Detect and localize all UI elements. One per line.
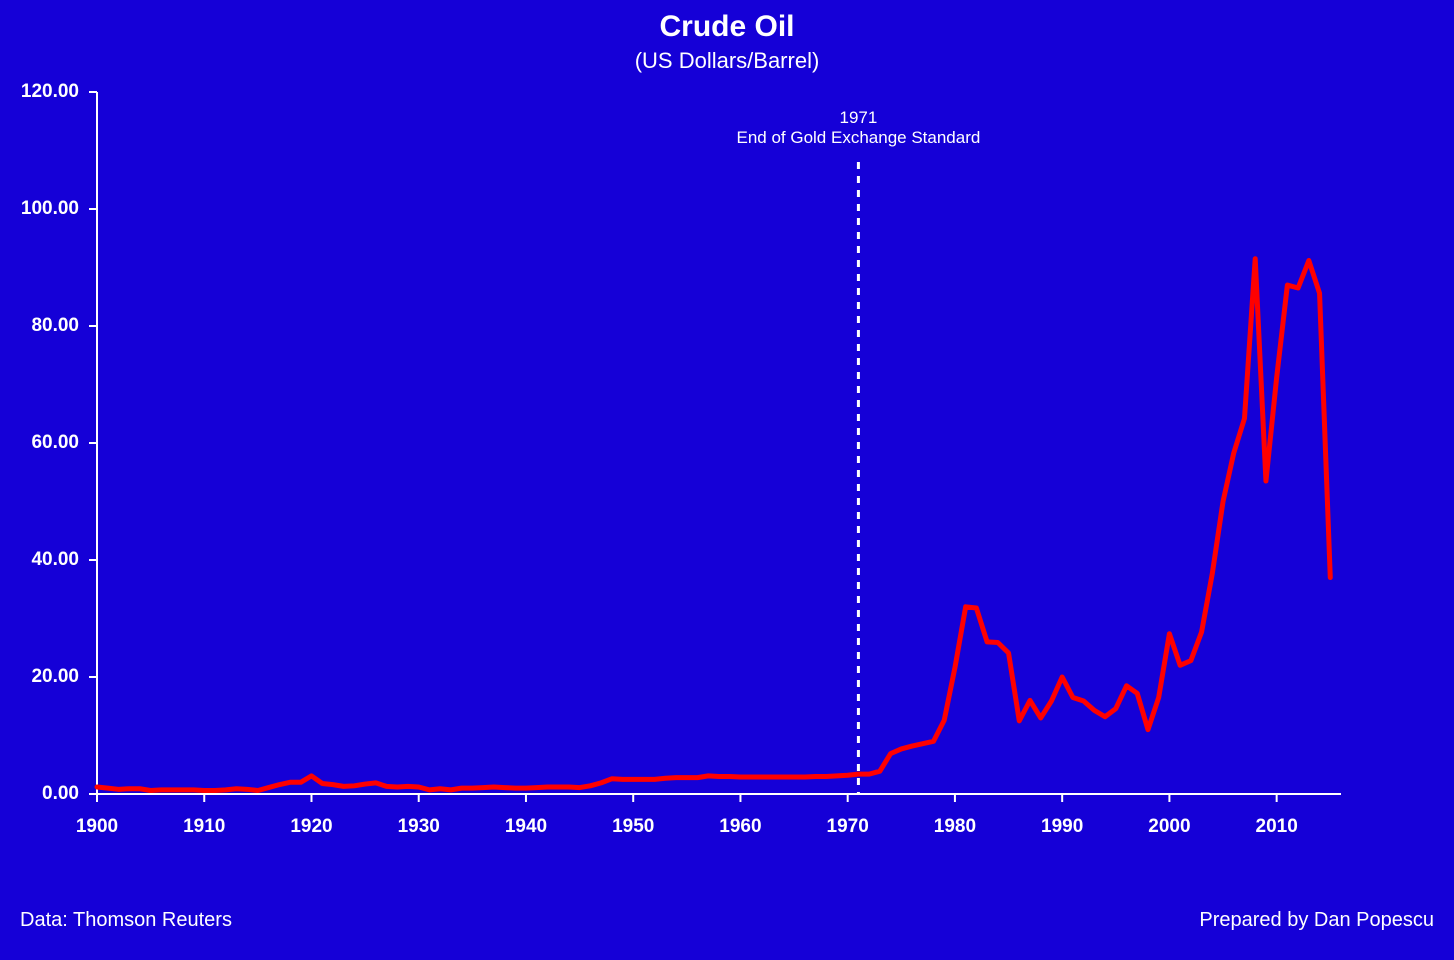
y-tick-label: 0.00 (9, 783, 79, 805)
y-tick-label: 60.00 (9, 432, 79, 454)
chart-title: Crude Oil (0, 10, 1454, 44)
y-tick-label: 80.00 (9, 315, 79, 337)
data-source-label: Data: Thomson Reuters (20, 909, 232, 932)
y-tick-label: 120.00 (9, 81, 79, 103)
x-tick-label: 1980 (934, 816, 976, 838)
y-tick-label: 100.00 (9, 198, 79, 220)
x-tick-label: 2000 (1148, 816, 1190, 838)
x-tick-label: 1950 (612, 816, 654, 838)
crude-oil-chart: Crude Oil (US Dollars/Barrel) 0.0020.004… (0, 0, 1454, 960)
plot-svg (97, 92, 1341, 794)
prepared-by-label: Prepared by Dan Popescu (1199, 909, 1434, 932)
x-tick-label: 1940 (505, 816, 547, 838)
x-tick-label: 1990 (1041, 816, 1083, 838)
plot-area: 0.0020.0040.0060.0080.00100.00120.00 190… (97, 92, 1341, 794)
x-tick-label: 2010 (1256, 816, 1298, 838)
y-tick-label: 40.00 (9, 549, 79, 571)
x-tick-label: 1910 (183, 816, 225, 838)
x-tick-label: 1930 (398, 816, 440, 838)
x-tick-label: 1970 (827, 816, 869, 838)
y-tick-label: 20.00 (9, 666, 79, 688)
x-tick-label: 1920 (290, 816, 332, 838)
annotation-text: 1971End of Gold Exchange Standard (736, 108, 980, 148)
annotation-line2: End of Gold Exchange Standard (736, 128, 980, 148)
annotation-line1: 1971 (736, 108, 980, 128)
chart-subtitle: (US Dollars/Barrel) (0, 48, 1454, 74)
price-series-line (97, 259, 1330, 791)
x-tick-label: 1900 (76, 816, 118, 838)
x-tick-label: 1960 (719, 816, 761, 838)
